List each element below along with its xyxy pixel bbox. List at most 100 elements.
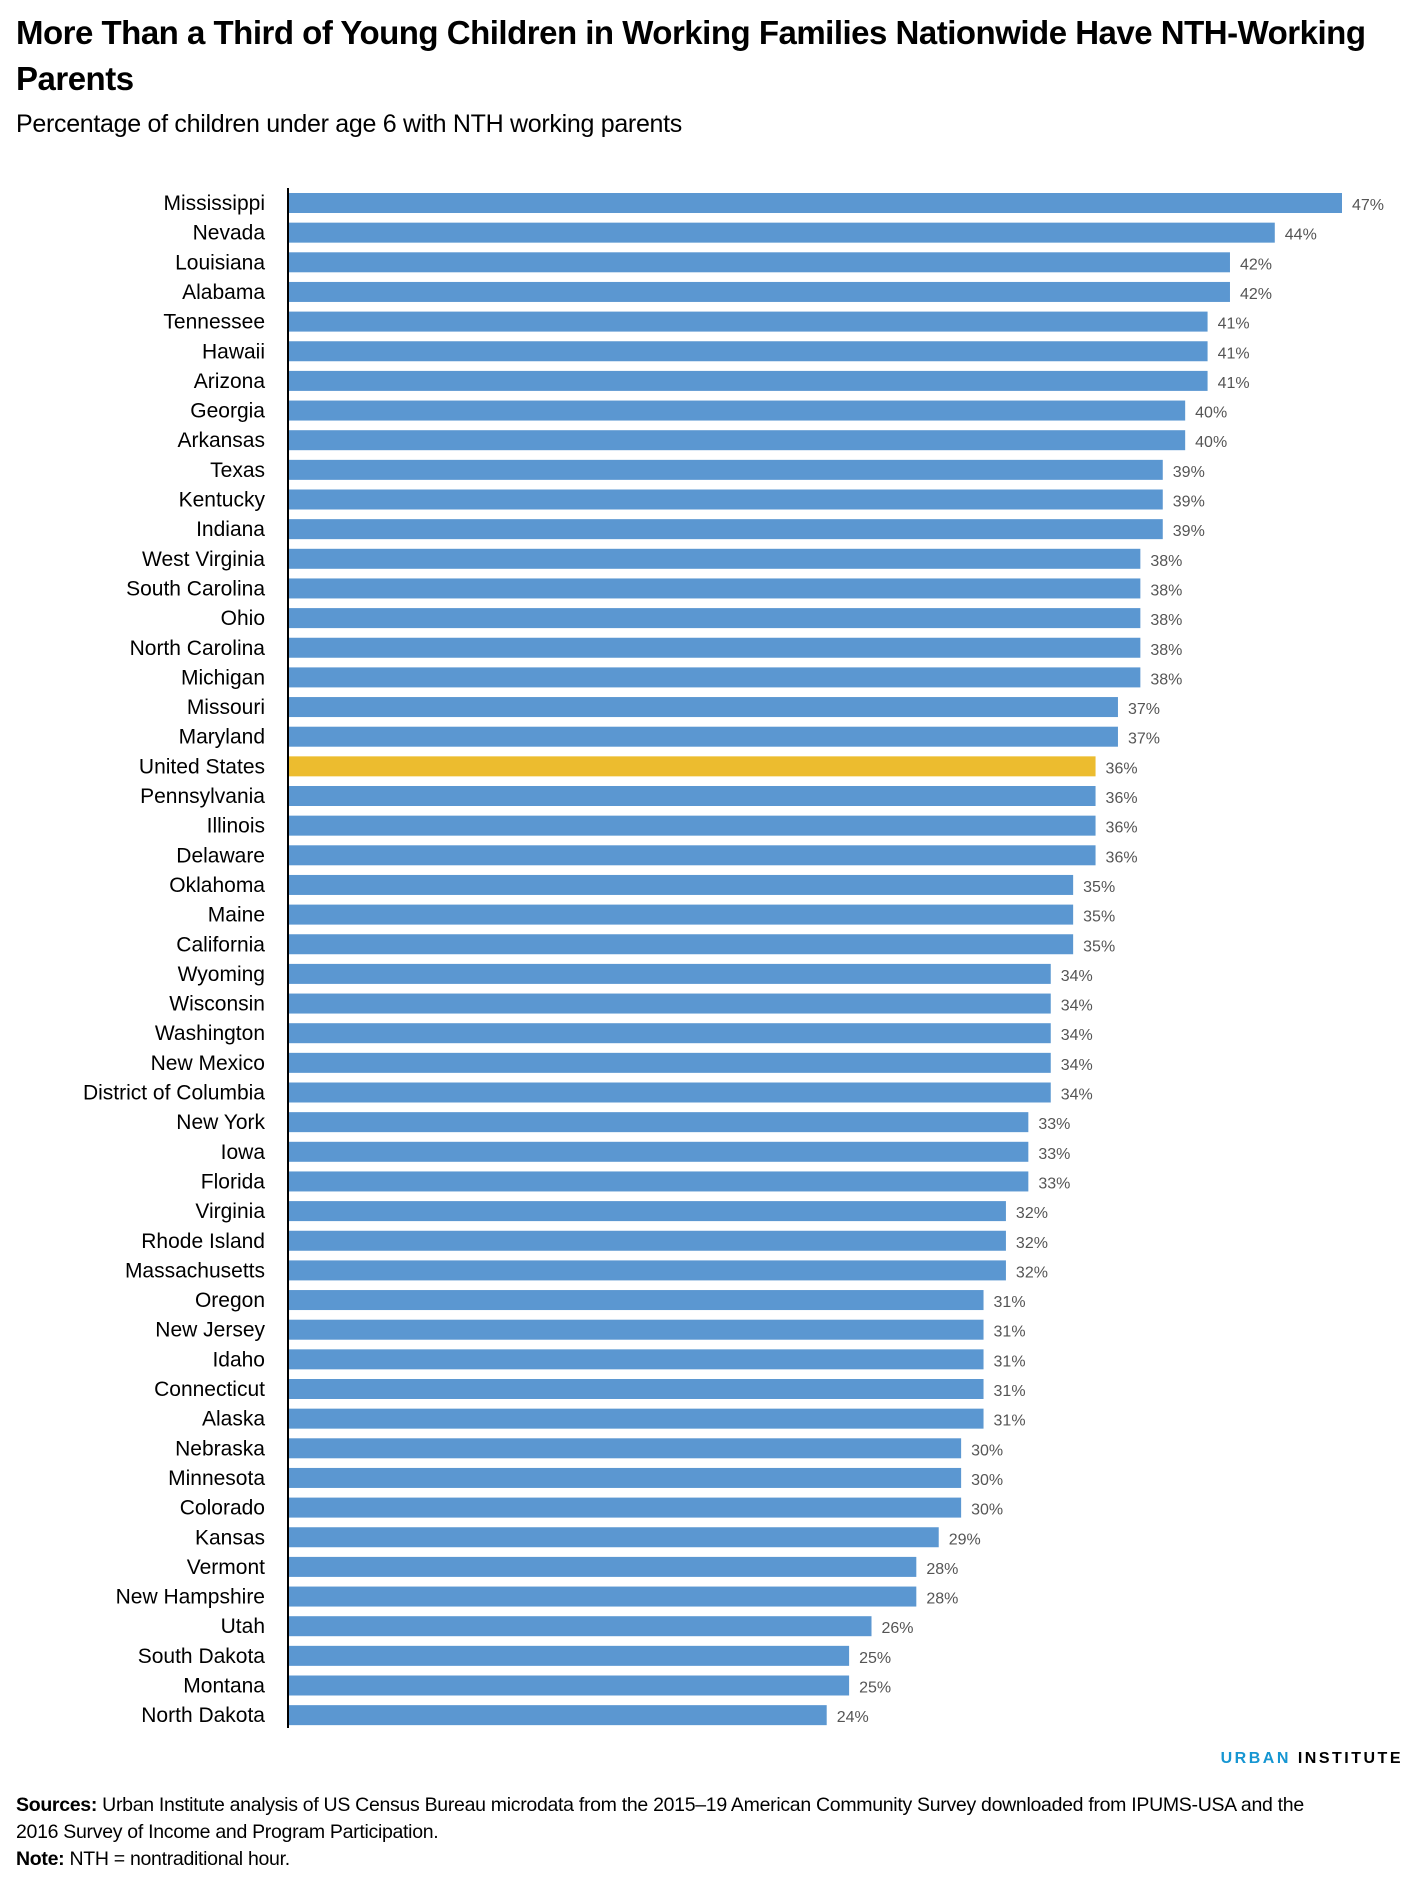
data-label: 34% (1061, 1057, 1093, 1074)
category-label: Montana (183, 1675, 265, 1698)
data-label: 31% (994, 1353, 1026, 1370)
category-label: District of Columbia (83, 1082, 265, 1105)
category-label: Pennsylvania (140, 785, 265, 808)
note: Note: NTH = nontraditional hour. (16, 1846, 1316, 1873)
category-label: Kentucky (179, 489, 266, 512)
category-label: Hawaii (202, 340, 265, 363)
data-label: 31% (994, 1413, 1026, 1430)
category-label: New Hampshire (116, 1586, 265, 1609)
data-label: 39% (1173, 523, 1205, 540)
bar-illinois (289, 815, 1096, 836)
bar-new-hampshire (289, 1586, 917, 1607)
category-label: Colorado (180, 1497, 265, 1520)
category-label: Idaho (212, 1348, 265, 1371)
brand-institute: INSTITUTE (1297, 1750, 1403, 1767)
data-label: 47% (1352, 197, 1384, 214)
category-label: New Mexico (151, 1052, 265, 1075)
category-label: Arizona (194, 370, 266, 393)
data-label: 25% (859, 1650, 891, 1667)
data-label: 37% (1128, 701, 1160, 718)
data-label: 31% (994, 1324, 1026, 1341)
data-label: 36% (1106, 820, 1138, 837)
data-label: 34% (1061, 1027, 1093, 1044)
data-label: 44% (1285, 227, 1317, 244)
sources: Sources: Urban Institute analysis of US … (16, 1792, 1316, 1846)
data-label: 37% (1128, 731, 1160, 748)
category-label: Georgia (190, 400, 265, 423)
bar-district-of-columbia (289, 1082, 1051, 1103)
category-label: West Virginia (142, 548, 265, 571)
bar-nebraska (289, 1438, 962, 1459)
category-label: Tennessee (163, 311, 265, 334)
category-label: Connecticut (154, 1378, 265, 1401)
data-label: 32% (1016, 1235, 1048, 1252)
data-label: 41% (1218, 345, 1250, 362)
bar-mississippi (289, 193, 1342, 213)
data-label: 36% (1106, 790, 1138, 807)
bar-virginia (289, 1201, 1006, 1222)
category-label: Washington (155, 1022, 265, 1045)
category-label: Mississippi (163, 192, 265, 215)
bar-new-york (289, 1112, 1029, 1133)
note-text: NTH = nontraditional hour. (69, 1848, 290, 1870)
data-label: 28% (926, 1561, 958, 1578)
bar-chart: Mississippi 47% Nevada 44% Louisiana 42% Alaba… (83, 188, 1384, 1728)
data-label: 33% (1038, 1175, 1070, 1192)
sources-text: Urban Institute analysis of US Census Bu… (16, 1794, 1304, 1843)
note-label: Note: (16, 1848, 65, 1870)
data-label: 30% (971, 1472, 1003, 1489)
bar-iowa (289, 1141, 1029, 1162)
category-label: South Carolina (126, 577, 265, 600)
category-label: North Dakota (141, 1704, 265, 1727)
data-label: 33% (1038, 1116, 1070, 1133)
bar-north-carolina (289, 637, 1141, 658)
bar-tennessee (289, 311, 1208, 332)
category-label: Minnesota (168, 1467, 265, 1490)
bar-hawaii (289, 341, 1208, 362)
data-label: 32% (1016, 1205, 1048, 1222)
category-label: Virginia (195, 1200, 265, 1223)
chart-notes: Sources: Urban Institute analysis of US … (16, 1792, 1316, 1873)
data-label: 36% (1106, 760, 1138, 777)
data-label: 40% (1195, 434, 1227, 451)
bar-colorado (289, 1497, 962, 1518)
category-label: North Carolina (130, 637, 266, 660)
data-label: 32% (1016, 1264, 1048, 1281)
bar-massachusetts (289, 1260, 1006, 1281)
bar-georgia (289, 400, 1186, 421)
bar-maryland (289, 726, 1118, 747)
data-label: 34% (1061, 968, 1093, 985)
urban-institute-logo: URBAN INSTITUTE (1221, 1750, 1403, 1768)
category-label: Oregon (195, 1289, 265, 1312)
bar-delaware (289, 845, 1096, 866)
category-label: Rhode Island (141, 1230, 265, 1253)
category-label: Alabama (182, 281, 265, 304)
chart-title: More Than a Third of Young Children in W… (16, 14, 1366, 97)
category-label: California (176, 933, 265, 956)
bar-alabama (289, 281, 1230, 302)
category-label: Louisiana (175, 251, 265, 274)
category-label: Michigan (181, 666, 265, 689)
data-label: 42% (1240, 286, 1272, 303)
bar-west-virginia (289, 548, 1141, 569)
data-label: 30% (971, 1442, 1003, 1459)
data-label: 36% (1106, 849, 1138, 866)
bar-oklahoma (289, 874, 1074, 895)
category-label: Nevada (193, 222, 266, 245)
bar-florida (289, 1171, 1029, 1192)
data-label: 38% (1150, 582, 1182, 599)
bar-new-mexico (289, 1052, 1051, 1073)
sources-label: Sources: (16, 1794, 98, 1816)
bar-california (289, 934, 1074, 955)
data-label: 39% (1173, 494, 1205, 511)
category-label: Ohio (221, 607, 265, 630)
data-label: 33% (1038, 1146, 1070, 1163)
category-label: Florida (201, 1170, 266, 1193)
category-label: Oklahoma (169, 874, 265, 897)
bar-minnesota (289, 1467, 962, 1488)
category-label: Maryland (179, 726, 265, 749)
category-label: Nebraska (175, 1437, 265, 1460)
category-label: Maine (208, 904, 265, 927)
category-label: United States (139, 755, 265, 778)
data-label: 42% (1240, 256, 1272, 273)
